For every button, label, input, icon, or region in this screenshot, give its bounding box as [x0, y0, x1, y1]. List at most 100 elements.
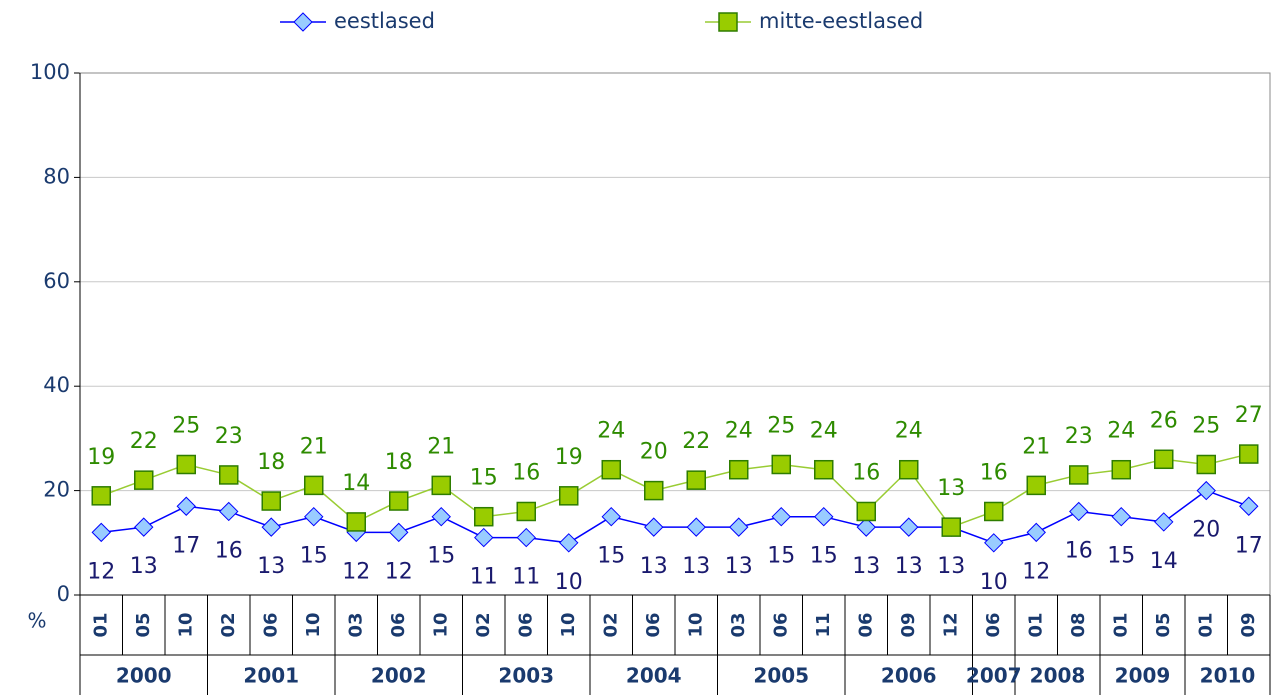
- data-label: 16: [852, 460, 880, 485]
- data-label: 11: [512, 565, 540, 590]
- data-label: 15: [597, 544, 625, 569]
- marker: [219, 465, 239, 485]
- x-tick-label: 01: [90, 612, 111, 637]
- y-unit-label: %: [27, 609, 46, 633]
- year-label: 2002: [371, 664, 427, 688]
- marker: [686, 517, 706, 537]
- data-label: 25: [1192, 414, 1220, 439]
- data-label: 13: [937, 476, 965, 501]
- marker: [899, 517, 919, 537]
- y-tick-label: 80: [43, 164, 70, 188]
- data-label: 20: [1192, 518, 1220, 543]
- marker: [1154, 449, 1174, 470]
- series-line: [101, 489, 1250, 544]
- data-label: 21: [300, 434, 328, 459]
- year-label: 2005: [753, 664, 809, 688]
- data-label: 12: [385, 559, 413, 584]
- marker: [304, 475, 324, 496]
- x-tick-label: 02: [218, 612, 239, 637]
- marker: [293, 12, 313, 32]
- x-tick-label: 06: [770, 612, 791, 637]
- data-label: 26: [1150, 408, 1178, 433]
- marker: [261, 517, 281, 537]
- marker: [856, 501, 876, 522]
- x-tick-label: 10: [175, 612, 196, 637]
- data-label: 27: [1235, 403, 1263, 428]
- data-label: 13: [130, 554, 158, 579]
- marker: [1196, 454, 1216, 475]
- y-tick-label: 20: [43, 478, 70, 502]
- marker: [644, 480, 664, 501]
- data-label: 16: [980, 460, 1008, 485]
- data-label: 17: [172, 533, 200, 558]
- y-tick-label: 40: [43, 373, 70, 397]
- data-label: 10: [980, 570, 1008, 595]
- data-label: 16: [1065, 538, 1093, 563]
- marker: [176, 454, 196, 475]
- data-label: 12: [342, 559, 370, 584]
- marker: [91, 486, 111, 506]
- marker: [304, 506, 324, 527]
- marker: [1111, 506, 1131, 527]
- data-label: 18: [257, 450, 285, 475]
- year-label: 2009: [1115, 664, 1171, 688]
- year-label: 2004: [626, 664, 682, 688]
- x-tick-label: 06: [643, 612, 664, 637]
- data-label: 15: [1107, 544, 1135, 569]
- x-tick-label: 05: [133, 612, 154, 637]
- marker: [814, 506, 834, 527]
- data-label: 24: [810, 419, 838, 444]
- marker: [814, 459, 834, 480]
- marker: [516, 501, 536, 522]
- marker: [601, 459, 621, 480]
- data-label: 15: [810, 544, 838, 569]
- data-label: 15: [427, 544, 455, 569]
- marker: [941, 517, 961, 537]
- x-tick-label: 10: [558, 612, 579, 637]
- data-label: 20: [640, 440, 668, 465]
- data-label: 14: [342, 471, 370, 496]
- x-tick-label: 08: [1068, 612, 1089, 637]
- marker: [984, 501, 1004, 522]
- plot-border: [79, 72, 1271, 596]
- data-label: 19: [555, 445, 583, 470]
- x-tick-label: 09: [1238, 612, 1259, 637]
- year-label: 2007: [966, 664, 1022, 688]
- marker: [729, 517, 749, 537]
- data-label: 13: [852, 554, 880, 579]
- series-line: [100, 453, 1249, 529]
- data-label: 12: [87, 559, 115, 584]
- data-label: 13: [725, 554, 753, 579]
- marker: [134, 517, 154, 537]
- marker: [1026, 475, 1046, 496]
- data-label: 10: [555, 570, 583, 595]
- marker: [176, 496, 196, 516]
- marker: [559, 486, 579, 506]
- marker: [1154, 512, 1174, 532]
- marker: [431, 475, 451, 496]
- data-label: 22: [130, 429, 158, 454]
- x-tick-label: 09: [898, 612, 919, 637]
- x-tick-label: 10: [303, 612, 324, 637]
- data-label: 12: [1022, 559, 1050, 584]
- marker: [261, 491, 281, 511]
- data-label: 21: [427, 434, 455, 459]
- marker: [91, 522, 111, 543]
- marker: [984, 533, 1004, 553]
- x-tick-label: 03: [345, 612, 366, 637]
- marker: [219, 501, 239, 522]
- marker: [601, 506, 621, 527]
- year-label: 2003: [498, 664, 554, 688]
- data-label: 17: [1235, 533, 1263, 558]
- data-label: 16: [512, 460, 540, 485]
- x-tick-label: 10: [430, 612, 451, 637]
- x-tick-label: 06: [260, 612, 281, 637]
- marker: [516, 527, 536, 548]
- marker: [771, 454, 791, 475]
- y-tick-label: 60: [43, 269, 70, 293]
- data-label: 15: [300, 544, 328, 569]
- data-label: 23: [215, 424, 243, 449]
- data-label: 25: [767, 414, 795, 439]
- data-label: 23: [1065, 424, 1093, 449]
- x-tick-label: 06: [388, 612, 409, 637]
